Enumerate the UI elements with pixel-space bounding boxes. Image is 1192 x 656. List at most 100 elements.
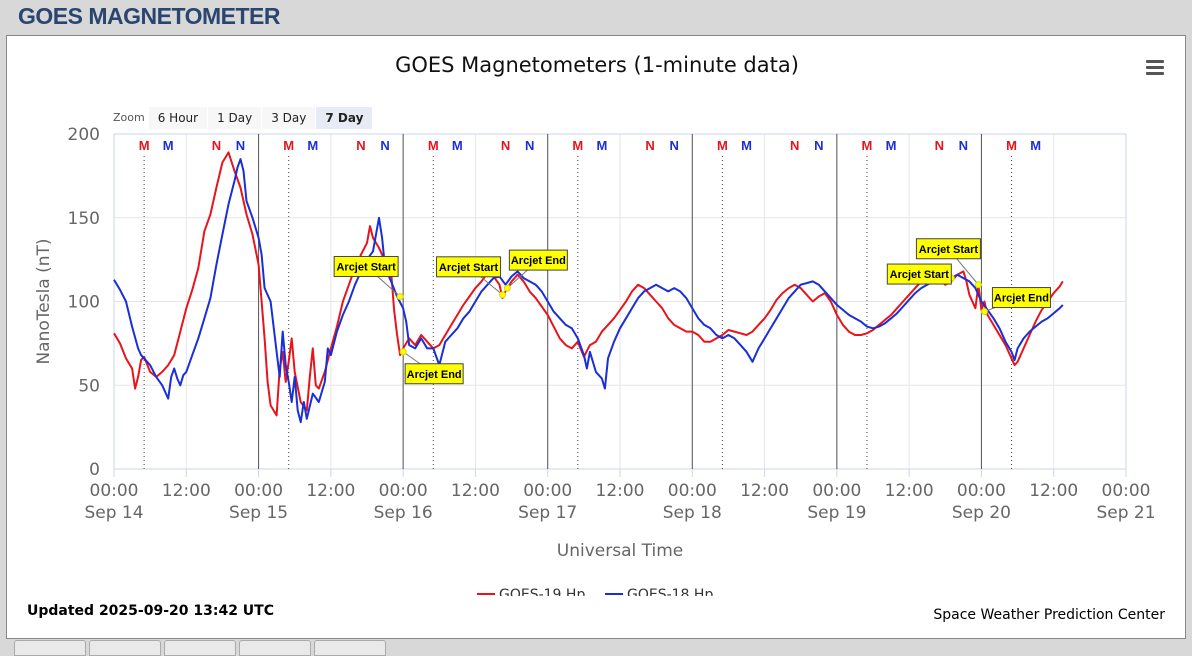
series-line-goes-18 bbox=[113, 158, 1064, 424]
marker-n-label: N bbox=[814, 138, 823, 153]
marker-n-label: N bbox=[959, 138, 968, 153]
annotation-box bbox=[333, 255, 399, 277]
annotation-box bbox=[886, 263, 952, 285]
annotation-point bbox=[503, 284, 511, 292]
marker-m-label: M bbox=[862, 138, 873, 153]
x-tick-time-label: 12:00 bbox=[162, 481, 211, 501]
marker-m-label: M bbox=[307, 138, 318, 153]
tab-5[interactable] bbox=[314, 640, 386, 656]
marker-m-label: M bbox=[428, 138, 439, 153]
x-tick-time-label: 12:00 bbox=[306, 481, 355, 501]
y-tick-label: 150 bbox=[68, 209, 100, 229]
x-tick-time-label: 00:00 bbox=[379, 481, 428, 501]
x-tick-time-label: 00:00 bbox=[668, 481, 717, 501]
y-tick-label: 200 bbox=[68, 125, 100, 145]
x-tick-date-label: Sep 21 bbox=[1096, 503, 1155, 523]
annotation-point bbox=[399, 348, 407, 356]
x-tick-time-label: 00:00 bbox=[1102, 481, 1151, 501]
marker-n-label: N bbox=[501, 138, 510, 153]
updated-timestamp: Updated 2025-09-20 13:42 UTC bbox=[27, 603, 274, 619]
zoom-label: Zoom bbox=[113, 111, 145, 124]
zoom-7-day-button[interactable]: 7 Day bbox=[316, 106, 373, 129]
tab-4[interactable] bbox=[239, 640, 311, 656]
marker-n-label: N bbox=[212, 138, 221, 153]
x-tick-time-label: 12:00 bbox=[885, 481, 934, 501]
x-tick-date-label: Sep 15 bbox=[229, 503, 288, 523]
x-tick-time-label: 00:00 bbox=[523, 481, 572, 501]
marker-m-label: M bbox=[1030, 138, 1041, 153]
zoom-3-day-button[interactable]: 3 Day bbox=[262, 106, 316, 129]
page-title: GOES MAGNETOMETER bbox=[18, 3, 281, 29]
tab-2[interactable] bbox=[89, 640, 161, 656]
annotation-box bbox=[915, 238, 981, 260]
annotation-label: Arcjet Start bbox=[919, 244, 979, 256]
marker-n-label: N bbox=[525, 138, 534, 153]
marker-m-label: M bbox=[452, 138, 463, 153]
annotation-box bbox=[508, 249, 568, 271]
legend-item-label[interactable]: GOES-19 Hp bbox=[499, 587, 585, 596]
marker-m-label: M bbox=[163, 138, 174, 153]
tab-3[interactable] bbox=[164, 640, 236, 656]
annotation-box bbox=[991, 287, 1051, 309]
annotation-label: Arcjet End bbox=[511, 255, 566, 267]
marker-n-label: N bbox=[356, 138, 365, 153]
zoom-1-day-button[interactable]: 1 Day bbox=[208, 106, 262, 129]
x-tick-date-label: Sep 19 bbox=[807, 503, 866, 523]
marker-m-label: M bbox=[1006, 138, 1017, 153]
marker-m-label: M bbox=[717, 138, 728, 153]
annotation-label: Arcjet End bbox=[407, 369, 462, 381]
hamburger-menu-icon[interactable] bbox=[1146, 60, 1164, 76]
marker-m-label: M bbox=[597, 138, 608, 153]
annotation-point bbox=[974, 281, 982, 289]
y-tick-label: 50 bbox=[78, 376, 100, 396]
x-tick-time-label: 00:00 bbox=[90, 481, 139, 501]
annotation-point bbox=[396, 292, 404, 300]
marker-n-label: N bbox=[645, 138, 654, 153]
y-tick-label: 0 bbox=[89, 460, 100, 480]
y-tick-label: 100 bbox=[68, 293, 100, 313]
legend-item-label[interactable]: GOES-18 Hp bbox=[627, 587, 713, 596]
x-tick-time-label: 12:00 bbox=[740, 481, 789, 501]
annotation-label: Arcjet Start bbox=[890, 269, 950, 281]
x-tick-date-label: Sep 17 bbox=[518, 503, 577, 523]
zoom-6-hour-button[interactable]: 6 Hour bbox=[148, 106, 208, 129]
chart-title: GOES Magnetometers (1-minute data) bbox=[395, 53, 799, 77]
credit-text: Space Weather Prediction Center bbox=[933, 607, 1165, 623]
x-tick-time-label: 12:00 bbox=[451, 481, 500, 501]
x-axis-label: Universal Time bbox=[557, 541, 683, 561]
chart-panel: GOES Magnetometers (1-minute data) Zoom … bbox=[6, 35, 1186, 639]
tab-1[interactable] bbox=[14, 640, 86, 656]
series-line-goes-19 bbox=[113, 151, 1064, 417]
marker-m-label: M bbox=[572, 138, 583, 153]
annotation-box bbox=[436, 256, 502, 278]
marker-n-label: N bbox=[380, 138, 389, 153]
x-tick-date-label: Sep 14 bbox=[84, 503, 143, 523]
annotation-label: Arcjet Start bbox=[439, 262, 499, 274]
marker-m-label: M bbox=[741, 138, 752, 153]
annotation-label: Arcjet Start bbox=[336, 261, 396, 273]
marker-n-label: N bbox=[935, 138, 944, 153]
x-tick-time-label: 00:00 bbox=[234, 481, 283, 501]
page-header: GOES MAGNETOMETER bbox=[0, 0, 1192, 36]
annotation-box bbox=[404, 363, 464, 385]
x-tick-time-label: 00:00 bbox=[812, 481, 861, 501]
marker-m-label: M bbox=[283, 138, 294, 153]
y-axis-label: NanoTesla (nT) bbox=[34, 238, 54, 364]
marker-m-label: M bbox=[139, 138, 150, 153]
x-tick-time-label: 12:00 bbox=[1029, 481, 1078, 501]
x-tick-date-label: Sep 20 bbox=[952, 503, 1011, 523]
annotation-point bbox=[499, 291, 507, 299]
x-tick-time-label: 12:00 bbox=[596, 481, 645, 501]
bottom-tabs bbox=[6, 640, 1186, 656]
annotation-label: Arcjet End bbox=[994, 293, 1049, 305]
annotation-point bbox=[980, 308, 988, 316]
x-tick-date-label: Sep 16 bbox=[374, 503, 433, 523]
marker-n-label: N bbox=[236, 138, 245, 153]
marker-n-label: N bbox=[670, 138, 679, 153]
marker-m-label: M bbox=[886, 138, 897, 153]
zoom-bar: Zoom 6 Hour 1 Day 3 Day 7 Day bbox=[113, 106, 373, 129]
x-tick-date-label: Sep 18 bbox=[663, 503, 722, 523]
x-tick-time-label: 00:00 bbox=[957, 481, 1006, 501]
marker-n-label: N bbox=[790, 138, 799, 153]
